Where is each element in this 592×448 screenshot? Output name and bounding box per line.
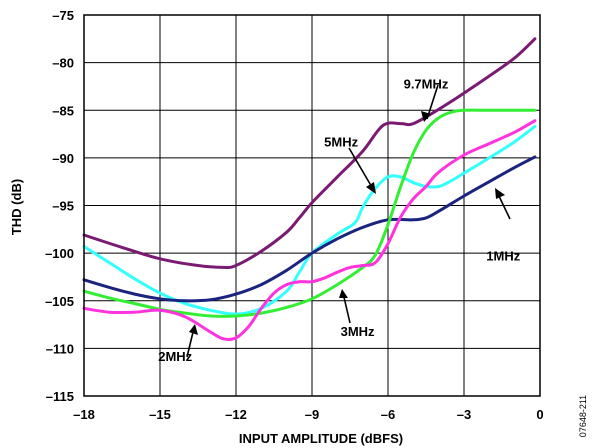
y-tick-label: –110 [46,341,74,356]
series-line-1mhz [82,155,537,303]
y-tick-label: –85 [52,103,74,118]
x-axis-title: INPUT AMPLITUDE (dBFS) [239,431,403,446]
series-callouts: 9.7MHz 5MHz 1MHz 3MHz 2MHz [158,76,521,363]
x-tick-label: –6 [381,407,395,422]
y-tick-label: –105 [45,294,74,309]
callout-label-1mhz: 1MHz [486,249,520,264]
y-tick-label: –80 [52,56,74,71]
callout-label-2mhz: 2MHz [158,349,192,364]
figure-number: 07648-211 [578,395,588,437]
x-tick-label: –3 [457,407,471,422]
x-tick-label: 0 [536,407,543,422]
callout-arrow-5mhz [348,147,374,190]
callout-arrowhead-9.7mhz [421,111,431,122]
y-tick-label: –75 [52,8,74,23]
callout-arrowhead-5mhz [366,182,376,194]
callout-arrowhead-1mhz [495,188,505,199]
callout-label-9.7mhz: 9.7MHz [404,76,449,91]
callout-arrowhead-3mhz [339,289,348,298]
y-tick-label: –115 [46,389,74,404]
x-tick-labels: –18 –15 –12 –9 –6 –3 0 [73,407,543,422]
y-tick-label: –95 [52,199,74,214]
plot-frame [83,14,541,397]
callout-arrow-9.7mhz [426,84,439,120]
x-tick-label: –18 [73,407,95,422]
callout-label-3mhz: 3MHz [341,324,375,339]
callout-arrowhead-2mhz [189,324,198,335]
grid-lines [84,15,540,396]
y-axis-title: THD (dB) [9,179,24,235]
series-line-2mhz [82,119,537,342]
series-lines [82,37,537,342]
y-tick-labels: –75 –80 –85 –90 –95 –100 –105 –110 –115 [45,8,74,404]
y-tick-label: –90 [52,151,74,166]
series-line-9.7mhz [82,37,537,270]
x-tick-label: –12 [225,407,247,422]
x-tick-label: –9 [305,407,319,422]
series-line-5mhz [82,124,537,316]
x-tick-label: –15 [149,407,171,422]
callout-label-5mhz: 5MHz [324,134,358,149]
series-line-3mhz [82,108,537,318]
y-tick-label: –100 [45,246,74,261]
